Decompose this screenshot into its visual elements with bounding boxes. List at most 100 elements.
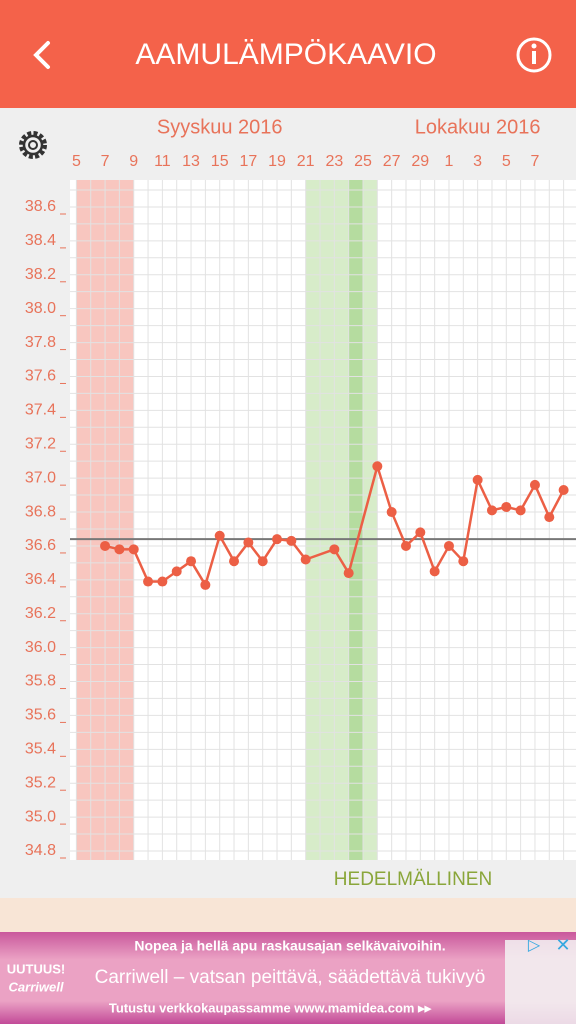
y-tick-label: 35.6: [25, 707, 56, 724]
y-tick-label: 37.4: [25, 402, 56, 419]
y-tick-label: 38.0: [25, 300, 56, 317]
period-band: [305, 180, 378, 860]
temp-point: [458, 556, 469, 567]
temp-point: [286, 535, 297, 546]
temp-point: [186, 556, 197, 567]
y-tick-label: 37.2: [25, 435, 56, 452]
y-tick-label: 36.6: [25, 537, 56, 554]
x-tick-label: 25: [354, 153, 372, 170]
x-tick-label: 11: [154, 153, 171, 170]
ad-choices[interactable]: ▷: [528, 937, 541, 954]
temp-segment: [419, 531, 436, 572]
spacer: [0, 898, 576, 932]
y-tick-label: 36.0: [25, 639, 56, 656]
temp-point: [257, 556, 268, 567]
temp-point: [472, 474, 483, 485]
y-tick-label: 38.4: [25, 232, 56, 249]
y-tick-label: 34.8: [25, 842, 56, 859]
temp-point: [100, 540, 111, 551]
temp-segment: [347, 465, 379, 574]
temp-point: [200, 579, 211, 590]
x-tick-label: 23: [325, 153, 343, 170]
temp-point: [501, 501, 512, 512]
x-tick-label: 21: [297, 153, 315, 170]
temp-point: [143, 576, 154, 587]
x-tick-label: 9: [129, 153, 138, 170]
temp-point: [529, 479, 540, 490]
month-label: Syyskuu 2016: [157, 116, 283, 138]
temp-point: [128, 544, 139, 555]
temp-segment: [305, 548, 335, 561]
temp-point: [329, 544, 340, 555]
period-band: [348, 180, 363, 860]
settings-button[interactable]: [19, 131, 47, 159]
x-tick-label: 27: [383, 153, 401, 170]
temp-point: [386, 507, 397, 518]
temp-point: [272, 534, 283, 545]
x-tick-label: 29: [411, 153, 429, 170]
temp-segment: [548, 489, 565, 518]
ad-line: Tutustu verkkokaupassamme www.mamidea.co…: [109, 1000, 433, 1015]
temp-segment: [390, 511, 408, 547]
info-button[interactable]: [516, 37, 552, 73]
temp-point: [300, 554, 311, 565]
temp-point: [243, 537, 254, 548]
fertile-label: HEDELMÄLLINEN: [334, 869, 492, 890]
y-tick-label: 36.4: [25, 571, 56, 588]
temp-point: [415, 527, 426, 538]
app-title: AAMULÄMPÖKAAVIO: [135, 38, 436, 71]
temp-point: [157, 576, 168, 587]
back-button[interactable]: [33, 41, 50, 69]
ad-brand: Carriwell: [9, 979, 64, 994]
y-tick-label: 36.8: [25, 503, 56, 520]
ad-badge: UUTUUS!: [7, 961, 66, 976]
temp-segment: [204, 535, 221, 586]
temp-point: [558, 485, 569, 496]
x-tick-label: 19: [268, 153, 286, 170]
temp-point: [443, 540, 454, 551]
temp-segment: [132, 548, 150, 583]
x-tick-label: 5: [502, 153, 511, 170]
temp-point: [544, 512, 555, 523]
temp-segment: [462, 479, 479, 562]
temp-point: [229, 556, 240, 567]
y-tick-label: 38.2: [25, 266, 56, 283]
ad-line: Carriwell – vatsan peittävä, säädettävä …: [95, 967, 486, 988]
temp-point: [114, 544, 125, 555]
y-tick-label: 38.6: [25, 198, 56, 215]
ad-close[interactable]: ✕: [555, 935, 570, 955]
ad-image: [505, 940, 576, 1024]
temp-point: [400, 540, 411, 551]
temp-point: [171, 566, 182, 577]
ad-line: Nopea ja hellä apu raskausajan selkävaiv…: [134, 938, 445, 954]
y-tick-label: 37.8: [25, 334, 56, 351]
x-tick-label: 7: [101, 153, 110, 170]
x-tick-label: 5: [72, 153, 81, 170]
month-label: Lokakuu 2016: [415, 116, 541, 138]
temp-segment: [376, 465, 393, 513]
y-tick-label: 37.0: [25, 469, 56, 486]
y-tick-label: 36.2: [25, 605, 56, 622]
x-tick-label: 3: [473, 153, 482, 170]
temp-point: [486, 505, 497, 516]
temp-point: [372, 461, 383, 472]
x-tick-label: 13: [182, 153, 200, 170]
temp-point: [343, 568, 354, 579]
y-tick-label: 35.0: [25, 808, 56, 825]
x-tick-label: 7: [531, 153, 540, 170]
x-tick-label: 15: [211, 153, 229, 170]
x-tick-label: 1: [445, 153, 454, 170]
temp-segment: [533, 484, 551, 518]
temp-segment: [476, 479, 494, 511]
temp-point: [214, 530, 225, 541]
ad-banner[interactable]: [0, 932, 576, 1024]
header-bar: [0, 0, 576, 108]
temp-point: [515, 505, 526, 516]
y-tick-label: 35.4: [25, 741, 56, 758]
y-tick-label: 35.2: [25, 774, 56, 791]
x-tick-label: 17: [239, 153, 257, 170]
y-tick-label: 37.6: [25, 368, 56, 385]
temp-point: [429, 566, 440, 577]
